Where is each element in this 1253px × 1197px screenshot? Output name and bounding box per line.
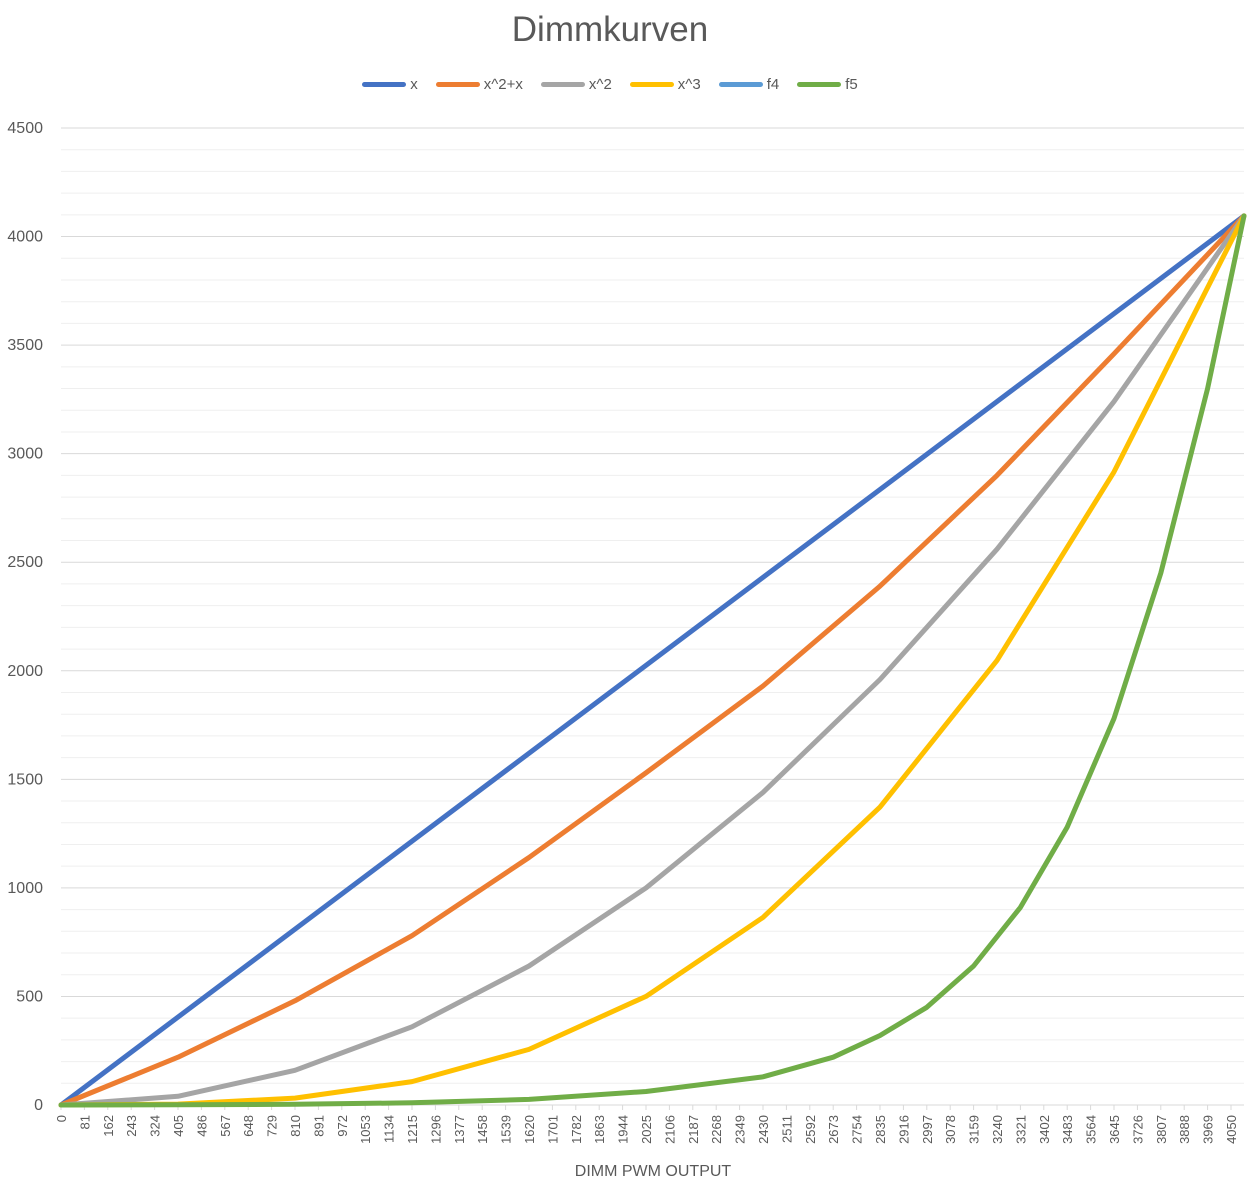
x-tick-label: 1620 bbox=[522, 1115, 537, 1144]
legend-item: f4 bbox=[718, 76, 780, 93]
y-tick-label: 1500 bbox=[7, 771, 43, 788]
x-tick-label: 1134 bbox=[382, 1115, 397, 1143]
x-tick-label: 1215 bbox=[405, 1115, 420, 1144]
y-tick-label: 3000 bbox=[7, 446, 43, 463]
x-tick-label: 2511 bbox=[779, 1115, 794, 1143]
legend-label: x^2 bbox=[588, 76, 612, 93]
x-tick-label: 3564 bbox=[1084, 1115, 1099, 1144]
chart-title: Dimmkurven bbox=[511, 10, 709, 49]
x-tick-label: 1944 bbox=[616, 1115, 631, 1144]
x-tick-label: 729 bbox=[265, 1115, 280, 1137]
x-tick-label: 2025 bbox=[639, 1115, 654, 1144]
legend-item: x^3 bbox=[629, 76, 701, 93]
x-tick-label: 3240 bbox=[990, 1115, 1005, 1144]
x-tick-label: 972 bbox=[335, 1115, 350, 1137]
x-tick-label: 2592 bbox=[803, 1115, 818, 1144]
y-tick-label: 4500 bbox=[7, 120, 43, 137]
x-tick-label: 1296 bbox=[428, 1115, 443, 1144]
legend-swatch bbox=[797, 82, 842, 87]
y-tick-label: 0 bbox=[34, 1097, 43, 1114]
x-tick-label: 3483 bbox=[1060, 1115, 1075, 1144]
x-tick-label: 3888 bbox=[1177, 1115, 1192, 1144]
legend-item: x^2 bbox=[540, 76, 612, 93]
x-tick-label: 243 bbox=[124, 1115, 139, 1137]
x-tick-label: 1053 bbox=[358, 1115, 373, 1144]
y-tick-label: 3500 bbox=[7, 337, 43, 354]
x-tick-label: 810 bbox=[288, 1115, 303, 1137]
x-tick-label: 486 bbox=[194, 1115, 209, 1137]
x-tick-label: 81 bbox=[77, 1115, 92, 1129]
x-tick-label: 3645 bbox=[1107, 1115, 1122, 1144]
series-line-x-3 bbox=[58, 213, 1247, 1108]
x-tick-label: 3159 bbox=[967, 1115, 982, 1144]
x-tick-label: 1701 bbox=[545, 1115, 560, 1144]
series-line-x-2-x bbox=[58, 213, 1247, 1108]
x-tick-label: 3807 bbox=[1154, 1115, 1169, 1144]
x-tick-label: 2916 bbox=[896, 1115, 911, 1144]
x-tick-label: 1863 bbox=[592, 1115, 607, 1144]
x-tick-label: 405 bbox=[171, 1115, 186, 1137]
x-tick-label: 2187 bbox=[686, 1115, 701, 1144]
legend-label: x bbox=[410, 76, 418, 93]
legend-item: f5 bbox=[797, 76, 858, 93]
x-tick-label: 1458 bbox=[475, 1115, 490, 1144]
legend-label: f5 bbox=[845, 76, 858, 93]
x-tick-label: 3078 bbox=[943, 1115, 958, 1144]
legend-label: f4 bbox=[766, 76, 780, 93]
x-tick-label: 648 bbox=[241, 1115, 256, 1137]
x-tick-label: 324 bbox=[148, 1115, 163, 1137]
y-tick-label: 1000 bbox=[7, 880, 43, 897]
x-tick-label: 2106 bbox=[662, 1115, 677, 1144]
x-tick-label: 2268 bbox=[709, 1115, 724, 1144]
x-tick-label: 567 bbox=[218, 1115, 233, 1137]
y-tick-label: 4000 bbox=[7, 229, 43, 246]
x-tick-label: 3969 bbox=[1201, 1115, 1216, 1144]
series-line-x bbox=[58, 213, 1247, 1108]
x-tick-label: 3321 bbox=[1013, 1115, 1028, 1144]
x-tick-label: 3402 bbox=[1037, 1115, 1052, 1144]
legend-swatch bbox=[718, 82, 763, 87]
legend-label: x^2+x bbox=[483, 76, 523, 93]
chart-legend: x x^2+x x^2 x^3 f4 f5 bbox=[0, 76, 1220, 93]
x-tick-label: 1539 bbox=[499, 1115, 514, 1144]
x-tick-label: 162 bbox=[101, 1115, 116, 1137]
legend-swatch bbox=[629, 82, 674, 87]
x-tick-label: 1377 bbox=[452, 1115, 467, 1144]
series-line-f5 bbox=[58, 213, 1247, 1108]
x-tick-label: 2349 bbox=[733, 1115, 748, 1144]
x-tick-label: 2754 bbox=[850, 1115, 865, 1144]
x-tick-label: 3726 bbox=[1130, 1115, 1145, 1144]
y-tick-label: 2500 bbox=[7, 554, 43, 571]
legend-swatch bbox=[435, 82, 480, 87]
x-tick-label: 891 bbox=[311, 1115, 326, 1137]
x-tick-label: 2835 bbox=[873, 1115, 888, 1144]
legend-swatch bbox=[362, 82, 407, 87]
x-tick-label: 2673 bbox=[826, 1115, 841, 1144]
x-tick-label: 0 bbox=[54, 1115, 69, 1122]
legend-label: x^3 bbox=[677, 76, 701, 93]
x-tick-label: 1782 bbox=[569, 1115, 584, 1144]
x-tick-label: 2997 bbox=[920, 1115, 935, 1144]
x-axis-title: DIMM PWM OUTPUT bbox=[574, 1163, 732, 1180]
x-tick-label: 4050 bbox=[1224, 1115, 1239, 1144]
legend-swatch bbox=[540, 82, 585, 87]
x-tick-label: 2430 bbox=[756, 1115, 771, 1144]
legend-item: x^2+x bbox=[435, 76, 523, 93]
y-tick-label: 2000 bbox=[7, 663, 43, 680]
series-line-x-2 bbox=[58, 213, 1247, 1108]
y-tick-label: 500 bbox=[16, 988, 43, 1005]
legend-item: x bbox=[362, 76, 418, 93]
